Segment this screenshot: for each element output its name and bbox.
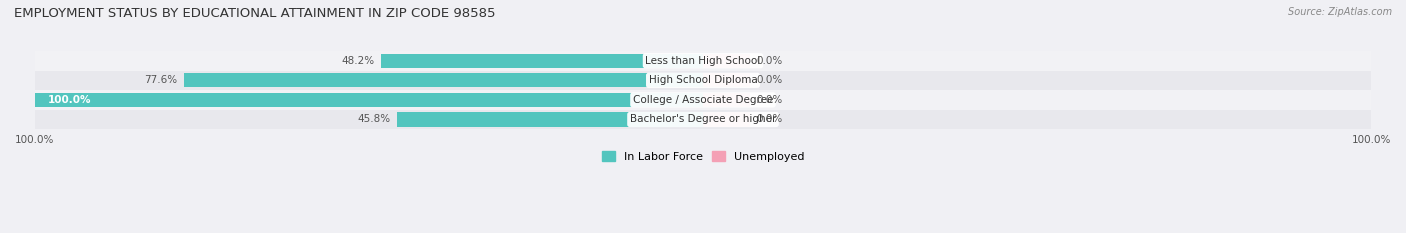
Text: 0.0%: 0.0% [756,114,783,124]
Text: 0.0%: 0.0% [756,75,783,85]
Bar [381,54,703,68]
Text: Source: ZipAtlas.com: Source: ZipAtlas.com [1288,7,1392,17]
Bar [184,73,703,87]
Bar [35,93,703,107]
Text: Bachelor's Degree or higher: Bachelor's Degree or higher [630,114,776,124]
Bar [35,90,1371,110]
Text: EMPLOYMENT STATUS BY EDUCATIONAL ATTAINMENT IN ZIP CODE 98585: EMPLOYMENT STATUS BY EDUCATIONAL ATTAINM… [14,7,495,20]
Bar [703,73,749,87]
Bar [35,51,1371,71]
Bar [703,113,749,127]
Legend: In Labor Force, Unemployed: In Labor Force, Unemployed [598,147,808,166]
Bar [396,113,703,127]
Text: 77.6%: 77.6% [145,75,177,85]
Bar [35,110,1371,129]
Bar [35,71,1371,90]
Text: 48.2%: 48.2% [342,56,374,66]
Text: 45.8%: 45.8% [357,114,391,124]
Text: 100.0%: 100.0% [48,95,91,105]
Text: Less than High School: Less than High School [645,56,761,66]
Text: College / Associate Degree: College / Associate Degree [633,95,773,105]
Text: 0.0%: 0.0% [756,95,783,105]
Text: High School Diploma: High School Diploma [648,75,758,85]
Text: 0.0%: 0.0% [756,56,783,66]
Bar [703,54,749,68]
Bar [703,93,749,107]
